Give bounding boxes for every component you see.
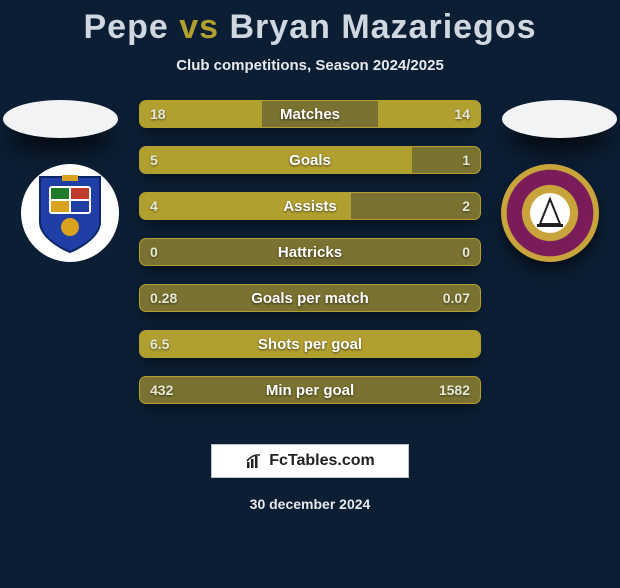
date-text: 30 december 2024 bbox=[0, 496, 620, 512]
stat-label: Assists bbox=[140, 193, 480, 219]
stat-row: 6.5Shots per goal bbox=[139, 330, 481, 358]
pedestal-oval-right bbox=[502, 100, 617, 138]
vs-text: vs bbox=[179, 8, 219, 46]
fctables-logo-icon bbox=[245, 452, 263, 470]
subtitle: Club competitions, Season 2024/2025 bbox=[0, 57, 620, 74]
pedestal-oval-left bbox=[3, 100, 118, 138]
comparison-arena: 1814Matches 51Goals 42Assists 00Hattricks 0.… bbox=[0, 100, 620, 430]
stat-row: 51Goals bbox=[139, 146, 481, 174]
stat-label: Goals bbox=[140, 147, 480, 173]
stat-label: Shots per goal bbox=[140, 331, 480, 357]
nacional-badge-icon bbox=[501, 164, 599, 262]
stat-label: Matches bbox=[140, 101, 480, 127]
stat-label: Min per goal bbox=[140, 377, 480, 403]
brand-badge: FcTables.com bbox=[211, 444, 409, 478]
stat-row: 00Hattricks bbox=[139, 238, 481, 266]
stat-label: Hattricks bbox=[140, 239, 480, 265]
player2-name: Bryan Mazariegos bbox=[230, 8, 537, 46]
stat-row: 1814Matches bbox=[139, 100, 481, 128]
stat-row: 0.280.07Goals per match bbox=[139, 284, 481, 312]
club-badge-left bbox=[21, 164, 119, 262]
porto-shield-icon bbox=[35, 172, 105, 254]
brand-text: FcTables.com bbox=[269, 452, 375, 470]
stat-row: 42Assists bbox=[139, 192, 481, 220]
stat-row: 4321582Min per goal bbox=[139, 376, 481, 404]
stat-bars: 1814Matches 51Goals 42Assists 00Hattricks 0.… bbox=[139, 100, 481, 422]
stat-label: Goals per match bbox=[140, 285, 480, 311]
club-badge-right bbox=[501, 164, 599, 262]
player1-name: Pepe bbox=[84, 8, 169, 46]
comparison-title: Pepe vs Bryan Mazariegos bbox=[0, 8, 620, 47]
